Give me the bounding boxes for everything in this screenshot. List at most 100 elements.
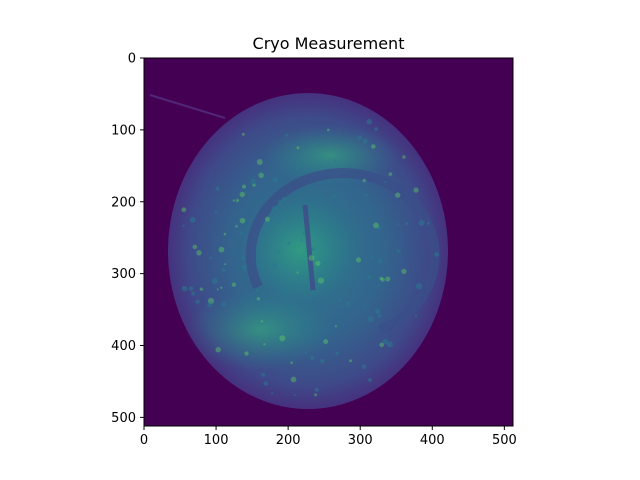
inner-ring — [245, 168, 440, 335]
speckle — [362, 178, 367, 183]
speckle — [195, 299, 200, 304]
speckle — [276, 250, 280, 254]
speckle — [241, 264, 248, 270]
speckle — [239, 231, 243, 235]
speckle — [357, 135, 362, 140]
speckle — [314, 387, 319, 392]
speckle — [349, 359, 352, 363]
speckle — [242, 184, 246, 189]
speckle — [295, 167, 298, 170]
axes-frame — [143, 57, 514, 427]
speckle — [383, 180, 387, 184]
speckle — [388, 172, 393, 176]
speckle — [366, 119, 372, 125]
speckle — [209, 256, 213, 260]
speckle — [404, 221, 409, 226]
x-tick-label: 500 — [492, 433, 517, 448]
speckle — [320, 358, 325, 364]
speckle — [334, 325, 337, 328]
y-axis: 0 100 200 300 400 500 — [111, 52, 144, 426]
speckle — [326, 128, 330, 132]
speckle — [188, 286, 194, 291]
speckle — [375, 308, 381, 314]
speckle — [279, 335, 286, 342]
speckle — [239, 217, 246, 224]
speckle — [377, 258, 383, 264]
speckle — [199, 287, 204, 291]
speckle — [413, 187, 419, 193]
speckle — [277, 199, 283, 205]
speckle — [373, 222, 379, 229]
speckle — [374, 127, 379, 131]
speckle — [283, 289, 288, 294]
speckle — [401, 268, 407, 274]
y-tick-label: 500 — [111, 411, 136, 426]
speckle — [402, 155, 406, 159]
speckle — [196, 250, 202, 256]
speckle — [367, 377, 372, 382]
speckle — [220, 286, 223, 289]
speckle — [319, 274, 322, 278]
y-tick-label: 200 — [111, 195, 136, 210]
speckle — [189, 216, 196, 223]
speckle — [285, 133, 289, 137]
speckle — [232, 199, 236, 202]
speckle — [231, 282, 237, 287]
speckle — [221, 268, 226, 272]
speckle — [218, 246, 225, 253]
speckle — [244, 191, 248, 194]
speckle — [395, 192, 401, 198]
speckle — [300, 239, 303, 242]
speckle — [277, 279, 282, 284]
speckle — [250, 178, 257, 185]
speckle — [418, 219, 425, 226]
speckle — [355, 257, 362, 263]
speckle — [255, 288, 260, 293]
speckle — [224, 263, 227, 266]
speckle — [281, 196, 286, 202]
speckle — [241, 132, 245, 136]
speckle — [260, 320, 264, 323]
y-tick-label: 400 — [111, 339, 136, 354]
speckle — [296, 146, 300, 150]
speckle — [371, 144, 376, 149]
speckle — [377, 314, 382, 318]
speckle — [354, 275, 357, 278]
speckle — [367, 275, 372, 280]
speckle — [382, 338, 389, 345]
speckle — [290, 361, 293, 365]
speckle — [379, 342, 385, 348]
y-tick-label: 300 — [111, 267, 136, 282]
speckle — [333, 159, 337, 163]
speckle — [370, 255, 374, 259]
speckle — [426, 221, 430, 225]
speckle — [191, 291, 196, 296]
speckle — [314, 393, 318, 397]
y-tick-label: 0 — [128, 52, 136, 67]
speckle — [192, 244, 198, 250]
crack-line — [302, 204, 316, 291]
speckle — [214, 211, 218, 214]
speckle — [299, 320, 305, 326]
speckle — [302, 232, 305, 236]
speckle — [318, 196, 322, 200]
speckle — [239, 191, 245, 198]
speckle — [278, 218, 283, 223]
speckle — [386, 341, 393, 348]
plot-title: Cryo Measurement — [253, 34, 405, 53]
speckle — [263, 381, 269, 386]
speckle — [181, 207, 187, 213]
speckle — [272, 176, 279, 183]
x-tick-label: 400 — [420, 433, 445, 448]
speckle — [397, 223, 400, 226]
speckle — [293, 336, 298, 340]
speckle — [256, 159, 263, 165]
speckle — [338, 298, 342, 302]
speckle — [315, 260, 321, 266]
x-tick-label: 100 — [204, 433, 229, 448]
speckle — [396, 249, 401, 254]
speckle-group — [181, 119, 439, 397]
speckle — [258, 172, 264, 178]
speckle — [216, 288, 219, 291]
